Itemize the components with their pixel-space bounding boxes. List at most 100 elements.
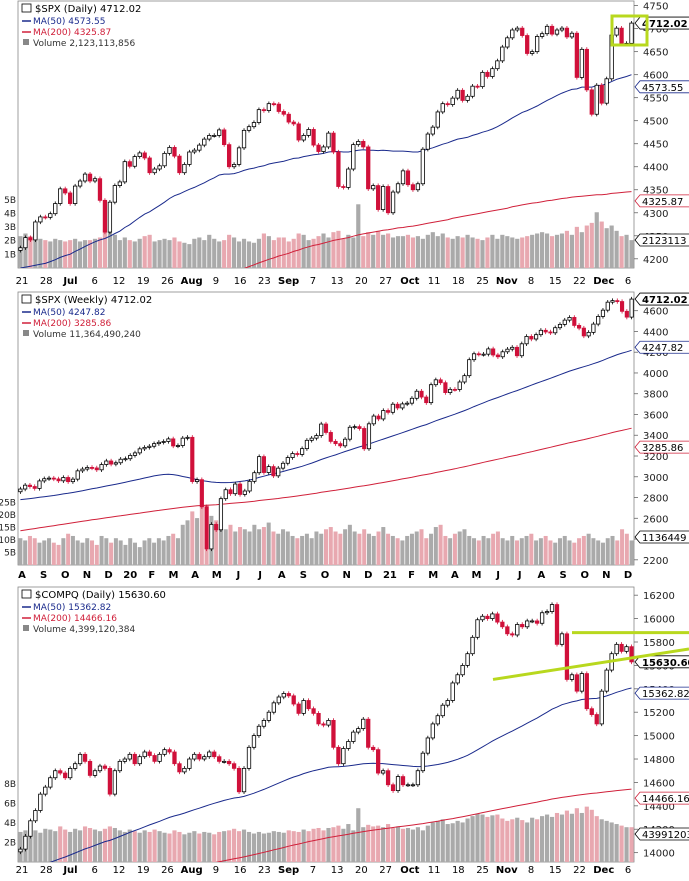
volume-swatch [23,39,29,45]
volume-bar [481,535,486,565]
candle-body [291,121,296,125]
volume-bar [450,238,455,268]
candle-body [574,32,580,78]
candle-body [246,746,252,769]
y-tick-label: 4500 [643,117,668,128]
y-tick-label: 15200 [643,708,675,719]
volume-bar [609,225,614,268]
candle-body [301,700,306,714]
volume-bar [629,240,634,268]
volume-bar [530,817,535,862]
volume-bar [281,529,286,565]
candle-body [266,103,272,111]
candle-body [356,728,361,733]
candle-body [89,467,95,469]
x-tick-label: 18 [452,865,465,876]
volume-bar [296,233,301,268]
x-tick-label: J [257,570,262,581]
candle-body [600,309,606,317]
volume-bar [251,833,257,862]
candle-body [395,403,400,409]
x-tick-label: M [212,570,222,581]
candle-body [162,152,167,167]
volume-bar [629,827,634,862]
volume-legend: Volume 4,399,120,384 [33,625,135,635]
x-tick-label: D [624,570,632,581]
volume-bar [118,540,123,565]
volume-bar [18,538,23,565]
candle-body [485,71,490,77]
candle-body [27,484,33,487]
volume-bar [147,538,152,565]
volume-bar [529,533,534,565]
candle-body [172,146,177,157]
volume-bar [107,826,112,862]
volume-bar [470,816,475,862]
candle-body [362,428,367,450]
candle-body [380,186,386,210]
candle-body [380,770,386,774]
candle-body [564,633,570,680]
candle-body [102,765,108,769]
volume-bar [296,831,301,862]
volume-bar [600,542,605,565]
value-tag-price: 4712.02 [634,292,689,306]
volume-bar [319,533,324,565]
candle-body [336,746,341,765]
candle-body [390,191,396,214]
volume-bar [166,535,171,565]
candle-body [290,453,295,458]
candle-body [319,423,324,436]
candle-body [251,735,257,748]
candle-body [475,619,480,638]
volume-bar [486,538,491,565]
candle-body [543,329,548,333]
volume-bar [197,237,202,268]
x-tick-label: 11 [428,865,441,876]
candle-body [38,216,43,223]
volume-bar [435,236,440,268]
candle-body [435,111,440,128]
volume-bar [241,829,247,862]
volume-bar [624,533,629,565]
candle-body [157,165,162,170]
candle-body [425,133,430,150]
volume-bar [271,831,276,862]
candle-body [286,693,291,697]
x-tick-label: 16 [234,276,247,287]
x-tick-label: O [580,570,589,581]
candle-body [28,820,33,837]
x-tick-label: Sep [278,865,299,876]
candle-body [192,753,197,760]
candle-body [534,36,540,53]
value-tag-box [634,233,689,247]
volume-bar [544,814,550,862]
volume-tick-label: 20B [0,511,16,521]
volume-bar [624,827,629,862]
candle-body [271,466,276,477]
candle-body [328,432,333,442]
candle-body [615,300,620,303]
volume-bar [386,824,391,862]
volume-bar [524,535,529,565]
candle-body [214,524,219,531]
volume-bar [214,520,219,565]
volume-bar [304,533,309,565]
candle-body [112,770,118,795]
annotations [492,14,689,681]
candle-body [505,348,510,353]
volume-bar [32,538,37,565]
x-tick-label: A [191,570,199,581]
candle-body [371,415,376,425]
candle-body [241,129,247,149]
volume-bar [480,240,485,268]
volume-bar [581,535,586,565]
volume-bar [70,535,75,565]
candle-body [266,466,271,473]
volume-bar [604,820,609,862]
x-tick-label: 6 [625,865,631,876]
y-tick-label: 2200 [643,556,668,567]
candle-body [218,498,224,531]
value-tag-ma200: 4325.87 [634,194,689,208]
candle-body [420,148,426,185]
